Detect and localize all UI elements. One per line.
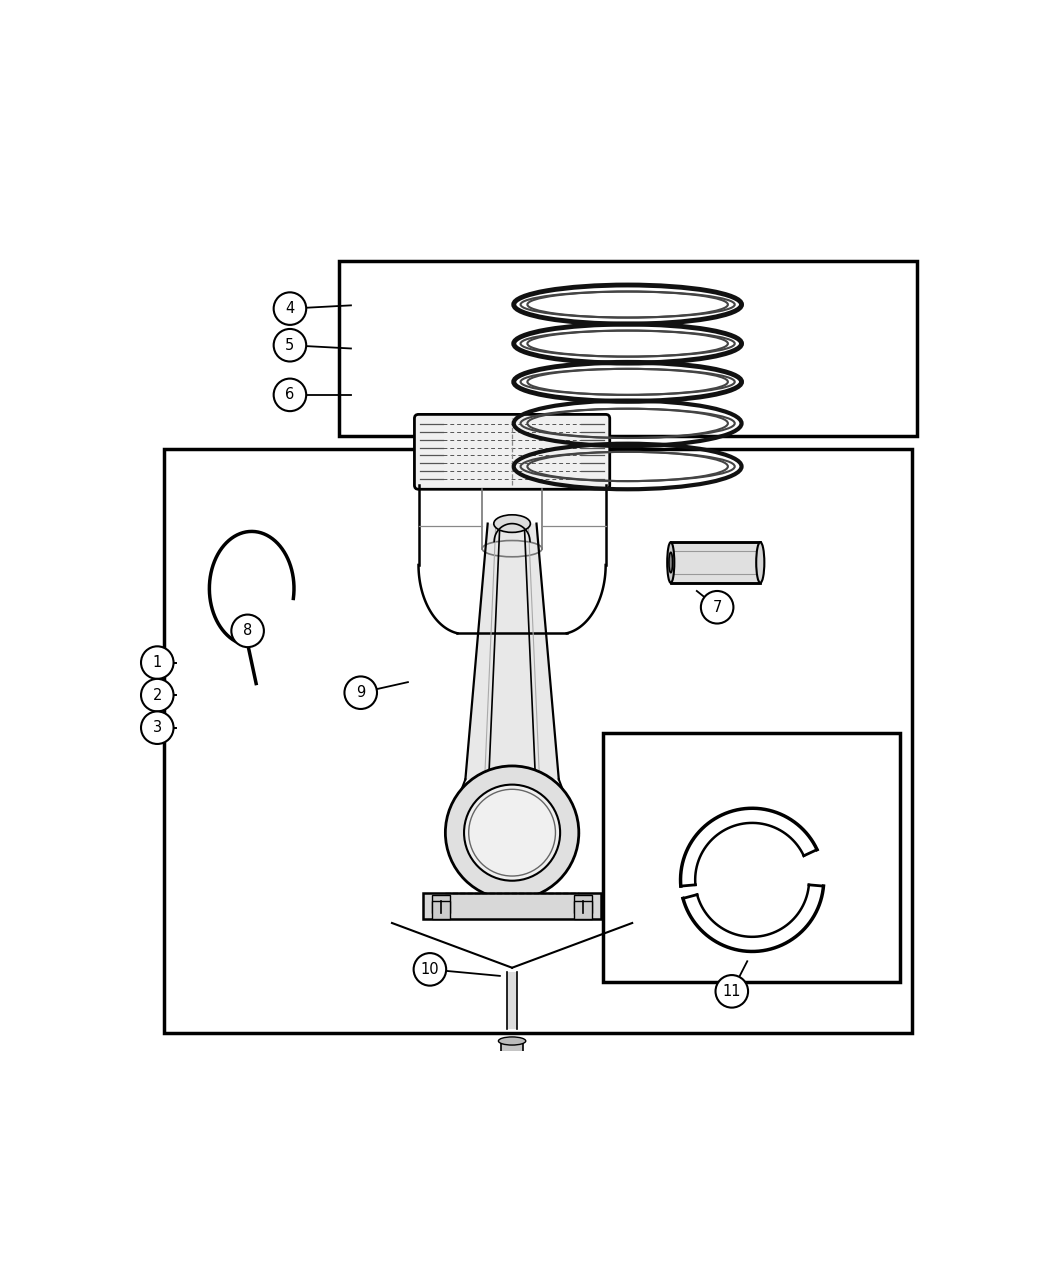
Circle shape xyxy=(274,379,307,411)
Circle shape xyxy=(274,292,307,325)
Text: 11: 11 xyxy=(722,984,741,998)
Text: 5: 5 xyxy=(286,338,295,353)
Circle shape xyxy=(414,954,446,986)
Ellipse shape xyxy=(756,542,764,583)
Ellipse shape xyxy=(494,515,530,533)
Text: 7: 7 xyxy=(713,599,721,615)
FancyBboxPatch shape xyxy=(574,895,592,913)
Text: 2: 2 xyxy=(152,687,162,703)
Text: 1: 1 xyxy=(152,655,162,671)
Circle shape xyxy=(464,784,560,881)
Circle shape xyxy=(701,592,733,623)
FancyBboxPatch shape xyxy=(574,901,592,919)
Text: 3: 3 xyxy=(152,720,162,736)
Circle shape xyxy=(344,677,377,709)
FancyBboxPatch shape xyxy=(164,449,912,1033)
Text: 6: 6 xyxy=(286,388,295,403)
Circle shape xyxy=(715,975,748,1007)
Circle shape xyxy=(141,711,173,745)
Text: 8: 8 xyxy=(243,623,252,639)
FancyBboxPatch shape xyxy=(339,261,917,436)
Ellipse shape xyxy=(499,1037,526,1045)
Circle shape xyxy=(231,615,264,648)
FancyBboxPatch shape xyxy=(433,901,450,919)
Ellipse shape xyxy=(667,542,674,583)
Text: 9: 9 xyxy=(356,685,365,700)
Circle shape xyxy=(445,766,579,899)
FancyBboxPatch shape xyxy=(423,892,602,919)
Ellipse shape xyxy=(669,552,673,572)
Polygon shape xyxy=(465,524,559,779)
Circle shape xyxy=(274,329,307,362)
Text: 10: 10 xyxy=(421,961,439,977)
Text: 4: 4 xyxy=(286,301,295,316)
FancyBboxPatch shape xyxy=(507,972,517,1029)
FancyBboxPatch shape xyxy=(433,895,450,913)
FancyBboxPatch shape xyxy=(603,733,900,982)
FancyBboxPatch shape xyxy=(415,414,610,490)
Circle shape xyxy=(141,678,173,711)
FancyBboxPatch shape xyxy=(671,542,760,583)
Circle shape xyxy=(141,646,173,678)
FancyBboxPatch shape xyxy=(501,1040,524,1061)
